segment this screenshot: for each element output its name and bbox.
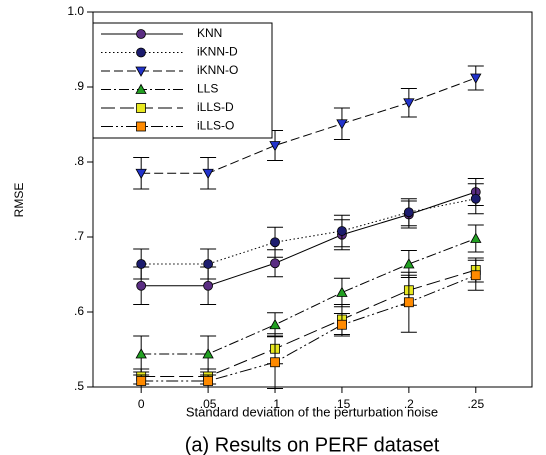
- marker: [337, 319, 347, 330]
- legend-box: [92, 22, 273, 139]
- y-tick-label: .8: [74, 154, 84, 168]
- y-tick-label: 1.0: [67, 4, 84, 18]
- series-line: [141, 269, 476, 377]
- marker: [337, 226, 347, 236]
- marker: [135, 83, 147, 94]
- x-tick-label: .05: [200, 397, 217, 411]
- x-tick-label: .15: [334, 397, 351, 411]
- marker: [470, 232, 482, 243]
- legend-label: iLLS-D: [197, 100, 234, 114]
- marker: [470, 193, 481, 204]
- legend-label: iLLS-O: [197, 119, 234, 133]
- marker: [202, 168, 214, 180]
- marker: [470, 270, 481, 281]
- marker: [203, 259, 214, 269]
- x-tick-label: .25: [467, 397, 484, 411]
- marker: [269, 141, 281, 152]
- plot-frame: [92, 11, 533, 388]
- x-tick-label: .1: [270, 397, 280, 411]
- x-axis-label: Standard deviation of the perturbation n…: [186, 404, 438, 419]
- marker: [136, 29, 146, 39]
- marker: [136, 121, 146, 132]
- series-line: [141, 191, 476, 287]
- x-tick-label: 0: [138, 397, 145, 411]
- marker: [136, 47, 146, 58]
- marker: [136, 376, 147, 386]
- marker: [336, 286, 348, 297]
- marker: [270, 357, 280, 368]
- marker: [136, 259, 147, 269]
- marker: [135, 348, 147, 359]
- marker: [203, 280, 214, 291]
- marker: [135, 66, 147, 77]
- marker: [270, 237, 280, 248]
- x-tick-label: .2: [404, 397, 414, 411]
- caption: (a) Results on PERF dataset: [185, 434, 440, 455]
- marker: [403, 297, 414, 308]
- marker: [270, 258, 280, 269]
- legend-label: iKNN-O: [197, 63, 238, 77]
- series-line: [141, 274, 476, 382]
- marker: [202, 348, 214, 359]
- y-tick-label: .7: [74, 229, 84, 243]
- marker: [135, 168, 147, 180]
- series-line: [141, 238, 476, 355]
- marker: [336, 119, 348, 130]
- y-tick-label: .6: [74, 304, 84, 318]
- y-tick-label: .5: [74, 379, 84, 393]
- legend-label: LLS: [197, 82, 218, 96]
- marker: [470, 73, 482, 84]
- marker: [136, 103, 146, 113]
- series-line: [141, 77, 476, 174]
- y-tick-label: .9: [74, 79, 84, 93]
- legend-label: KNN: [197, 26, 222, 40]
- marker: [203, 376, 214, 386]
- y-axis-label: RMSE: [12, 183, 26, 218]
- marker: [403, 258, 415, 269]
- marker: [403, 98, 415, 109]
- marker: [136, 280, 147, 291]
- marker: [269, 318, 281, 330]
- marker: [403, 207, 414, 218]
- legend-label: iKNN-D: [197, 45, 238, 59]
